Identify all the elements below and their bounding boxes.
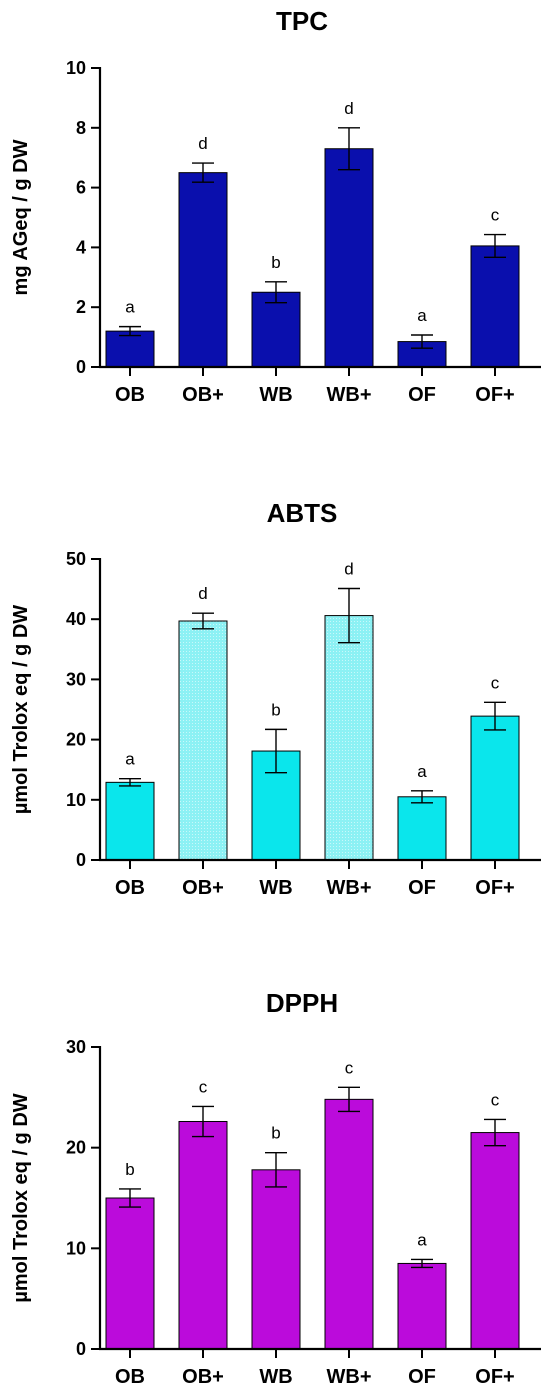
- y-tick-label: 4: [76, 237, 86, 257]
- x-tick-label-OF+: OF+: [475, 1366, 514, 1388]
- y-tick-label: 20: [66, 730, 86, 750]
- x-tick-label-OF+: OF+: [475, 877, 514, 899]
- significance-label-OB: a: [125, 298, 135, 317]
- bar-OB+: [178, 1120, 228, 1350]
- error-bar-OB+: [192, 162, 214, 183]
- chart-title: TPC: [276, 6, 328, 36]
- y-tick-label: 30: [66, 1037, 86, 1057]
- error-bar-OF+: [484, 701, 506, 731]
- x-tick-label-OF: OF: [408, 384, 436, 406]
- y-tick-label: 2: [76, 297, 86, 317]
- bar-OB+: [178, 172, 228, 368]
- error-bar-OF+: [484, 1118, 506, 1147]
- bar-WB: [251, 1169, 301, 1350]
- x-tick-label-OB+: OB+: [182, 877, 224, 899]
- bar-WB+: [324, 1098, 374, 1350]
- chart-abts: ABTS µmol Trolox eq / g DW a OB d OB+ b WB d WB+ a…: [10, 498, 541, 899]
- chart-tpc: TPC mg AGeq / g DW a OB d OB+ b WB d WB+ a OF c OF+ 0 2…: [10, 6, 541, 406]
- y-axis-label: µmol Trolox eq / g DW: [10, 605, 32, 814]
- y-tick-label: 8: [76, 118, 86, 138]
- bar-OF: [397, 796, 447, 861]
- x-tick-label-WB+: WB+: [327, 877, 372, 899]
- significance-label-WB+: d: [344, 559, 353, 578]
- significance-label-OF: a: [417, 762, 427, 781]
- x-tick-label-OB: OB: [115, 1366, 145, 1388]
- error-bar-WB: [265, 281, 287, 304]
- significance-label-OF+: c: [491, 206, 500, 225]
- significance-label-WB: b: [271, 253, 280, 272]
- y-tick-label: 20: [66, 1138, 86, 1158]
- x-tick-label-OF: OF: [408, 877, 436, 899]
- y-tick-label: 30: [66, 669, 86, 689]
- y-tick-label: 0: [76, 850, 86, 870]
- bar-WB: [251, 291, 301, 368]
- y-tick-label: 10: [66, 58, 86, 78]
- chart-title: ABTS: [267, 498, 338, 528]
- x-tick-label-OB+: OB+: [182, 1366, 224, 1388]
- significance-label-WB+: c: [345, 1058, 354, 1077]
- bar-OF: [397, 1262, 447, 1350]
- error-bar-OB+: [192, 612, 214, 630]
- significance-label-OF: a: [417, 306, 427, 325]
- error-bar-OF+: [484, 233, 506, 258]
- error-bar-OB: [119, 778, 141, 787]
- error-bar-OF: [411, 790, 433, 804]
- error-bar-OF: [411, 334, 433, 349]
- y-tick-label: 50: [66, 549, 86, 569]
- y-tick-label: 40: [66, 609, 86, 629]
- bar-OB: [105, 781, 155, 861]
- bar-WB+: [324, 148, 374, 368]
- error-bar-WB+: [338, 1086, 360, 1113]
- significance-label-OF+: c: [491, 673, 500, 692]
- x-tick-label-WB: WB: [259, 1366, 292, 1388]
- bar-OB: [105, 330, 155, 368]
- chart-title: DPPH: [266, 988, 338, 1018]
- significance-label-OF+: c: [491, 1090, 500, 1109]
- significance-label-OB: a: [125, 750, 135, 769]
- error-bar-OB+: [192, 1105, 214, 1138]
- bar-OF+: [470, 715, 520, 861]
- error-bar-WB+: [338, 127, 360, 171]
- bar-OF+: [470, 245, 520, 368]
- x-tick-label-WB: WB: [259, 877, 292, 899]
- error-bar-OB: [119, 1188, 141, 1208]
- error-bar-OF: [411, 1258, 433, 1269]
- significance-label-OB+: c: [199, 1077, 208, 1096]
- x-tick-label-WB+: WB+: [327, 1366, 372, 1388]
- bar-WB+: [324, 615, 374, 861]
- error-bar-WB: [265, 1151, 287, 1188]
- error-bar-WB: [265, 728, 287, 774]
- bar-OF+: [470, 1132, 520, 1350]
- bar-OB+: [178, 620, 228, 861]
- error-bar-OB: [119, 325, 141, 337]
- y-tick-label: 0: [76, 1339, 86, 1359]
- significance-label-WB: b: [271, 1124, 280, 1143]
- y-tick-label: 10: [66, 790, 86, 810]
- y-axis-label: mg AGeq / g DW: [10, 139, 32, 295]
- significance-label-OB: b: [125, 1160, 134, 1179]
- x-tick-label-OB: OB: [115, 877, 145, 899]
- x-tick-label-OF: OF: [408, 1366, 436, 1388]
- chart-dpph: DPPH µmol Trolox eq / g DW b OB c OB+ b WB c WB+ a…: [10, 988, 541, 1388]
- significance-label-OB+: d: [198, 134, 207, 153]
- y-tick-label: 10: [66, 1238, 86, 1258]
- x-tick-label-OF+: OF+: [475, 384, 514, 406]
- significance-label-WB: b: [271, 700, 280, 719]
- significance-label-OB+: d: [198, 584, 207, 603]
- significance-label-WB+: d: [344, 99, 353, 118]
- error-bar-WB+: [338, 587, 360, 644]
- bar-OB: [105, 1197, 155, 1350]
- y-axis-label: µmol Trolox eq / g DW: [10, 1093, 32, 1302]
- y-tick-label: 6: [76, 178, 86, 198]
- x-tick-label-WB+: WB+: [327, 384, 372, 406]
- x-tick-label-OB+: OB+: [182, 384, 224, 406]
- x-tick-label-OB: OB: [115, 384, 145, 406]
- y-tick-label: 0: [76, 357, 86, 377]
- x-tick-label-WB: WB: [259, 384, 292, 406]
- significance-label-OF: a: [417, 1230, 427, 1249]
